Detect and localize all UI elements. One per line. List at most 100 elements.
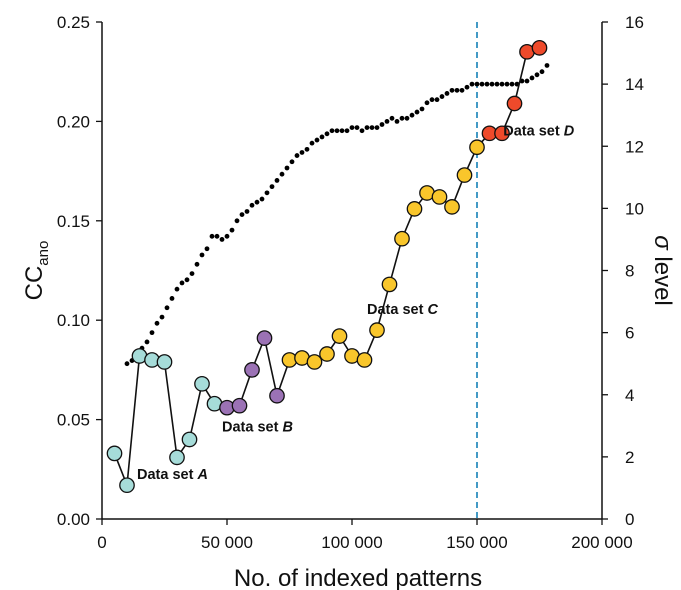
x-tick-label: 150 000 <box>446 533 507 552</box>
y-right-axis-title-symbol: σ <box>649 235 676 251</box>
sigma-point <box>394 119 400 124</box>
sigma-point <box>479 81 485 87</box>
sigma-point <box>439 94 445 99</box>
cc-point <box>181 431 198 448</box>
y-right-tick-label: 10 <box>625 199 644 218</box>
sigma-point <box>489 81 495 87</box>
sigma-point <box>169 296 175 301</box>
sigma-point <box>359 128 365 134</box>
sigma-point <box>444 91 450 96</box>
sigma-point <box>384 119 390 124</box>
sigma-point <box>339 128 345 134</box>
annotation-prefix: Data set <box>137 467 197 483</box>
sigma-point <box>314 137 320 143</box>
y-tick-label: 0.05 <box>57 411 90 430</box>
sigma-point <box>179 280 185 286</box>
cc-point <box>506 95 523 112</box>
sigma-point <box>474 81 480 87</box>
cc-point <box>244 362 260 378</box>
sigma-point <box>404 115 410 121</box>
sigma-point <box>209 233 215 239</box>
cc-point <box>269 387 285 404</box>
sigma-point <box>534 72 540 78</box>
y-tick-label: 0.00 <box>57 510 90 529</box>
sigma-point <box>354 125 360 131</box>
x-tick-label: 50 000 <box>201 533 253 552</box>
sigma-point <box>389 115 395 121</box>
annotation-prefix: Data set <box>222 420 282 436</box>
cc-point <box>431 189 448 205</box>
y-right-tick-label: 8 <box>625 262 634 281</box>
sigma-point <box>484 81 490 87</box>
cc-point <box>119 477 135 494</box>
sigma-point <box>254 199 260 205</box>
sigma-point <box>504 81 510 87</box>
cc-point <box>156 354 173 370</box>
sigma-point <box>229 227 235 233</box>
sigma-point <box>524 78 530 84</box>
sigma-point <box>159 314 165 320</box>
annotation-prefix: Data set <box>503 123 563 139</box>
sigma-point <box>194 261 200 267</box>
sigma-point <box>174 286 180 292</box>
sigma-point <box>304 146 310 152</box>
sigma-point <box>324 131 330 137</box>
sigma-point <box>374 125 380 131</box>
x-tick-label: 200 000 <box>571 533 632 552</box>
sigma-point <box>529 75 535 81</box>
sigma-point <box>214 233 220 239</box>
cc-point <box>106 445 123 462</box>
sigma-point <box>379 122 385 127</box>
sigma-point <box>124 361 130 367</box>
sigma-point <box>429 97 435 103</box>
data-set-annotation: Data set D <box>503 123 574 139</box>
y-right-tick-label: 6 <box>625 324 634 343</box>
y-right-axis-title-text: level <box>649 250 676 306</box>
sigma-point <box>349 125 355 131</box>
sigma-point <box>469 81 475 87</box>
data-set-annotation: Data set C <box>367 302 438 318</box>
annotation-prefix: Data set <box>367 302 427 318</box>
sigma-point <box>244 209 250 214</box>
y-axis-title-subscript: ano <box>35 241 52 266</box>
y-right-tick-label: 0 <box>625 510 634 529</box>
cc-line <box>113 47 540 486</box>
sigma-point <box>399 115 405 121</box>
sigma-point <box>539 69 545 75</box>
y-right-tick-label: 12 <box>625 137 644 156</box>
y-axis-title-main: CC <box>21 266 48 301</box>
sigma-point <box>319 134 325 140</box>
y-tick-label: 0.15 <box>57 212 90 231</box>
cc-point <box>531 39 548 56</box>
cc-point <box>256 330 273 346</box>
sigma-point <box>344 128 350 134</box>
annotation-letter: D <box>564 123 575 139</box>
y-right-tick-label: 16 <box>625 13 644 32</box>
y-right-axis-title: σ level <box>649 235 676 306</box>
y-tick-label: 0.25 <box>57 13 90 32</box>
cc-point <box>319 346 335 362</box>
sigma-point <box>494 81 500 87</box>
sigma-point <box>499 81 505 87</box>
y-tick-label: 0.10 <box>57 311 90 330</box>
sigma-point <box>409 112 415 118</box>
sigma-point <box>364 125 370 131</box>
sigma-point <box>544 63 550 68</box>
y-right-tick-label: 14 <box>625 75 644 94</box>
sigma-point <box>224 233 230 239</box>
sigma-point <box>279 171 285 177</box>
data-set-annotation: Data set B <box>222 420 293 436</box>
cc-point <box>231 397 248 414</box>
sigma-point <box>239 212 245 217</box>
y-tick-label: 0.20 <box>57 112 90 131</box>
sigma-point <box>414 109 420 115</box>
sigma-point <box>184 277 190 283</box>
sigma-point <box>459 87 465 93</box>
sigma-point <box>274 178 280 183</box>
sigma-point <box>284 165 290 171</box>
sigma-point <box>264 190 270 196</box>
sigma-point <box>299 150 305 155</box>
y-axis-title: CCano <box>21 241 52 301</box>
sigma-point <box>149 330 155 336</box>
